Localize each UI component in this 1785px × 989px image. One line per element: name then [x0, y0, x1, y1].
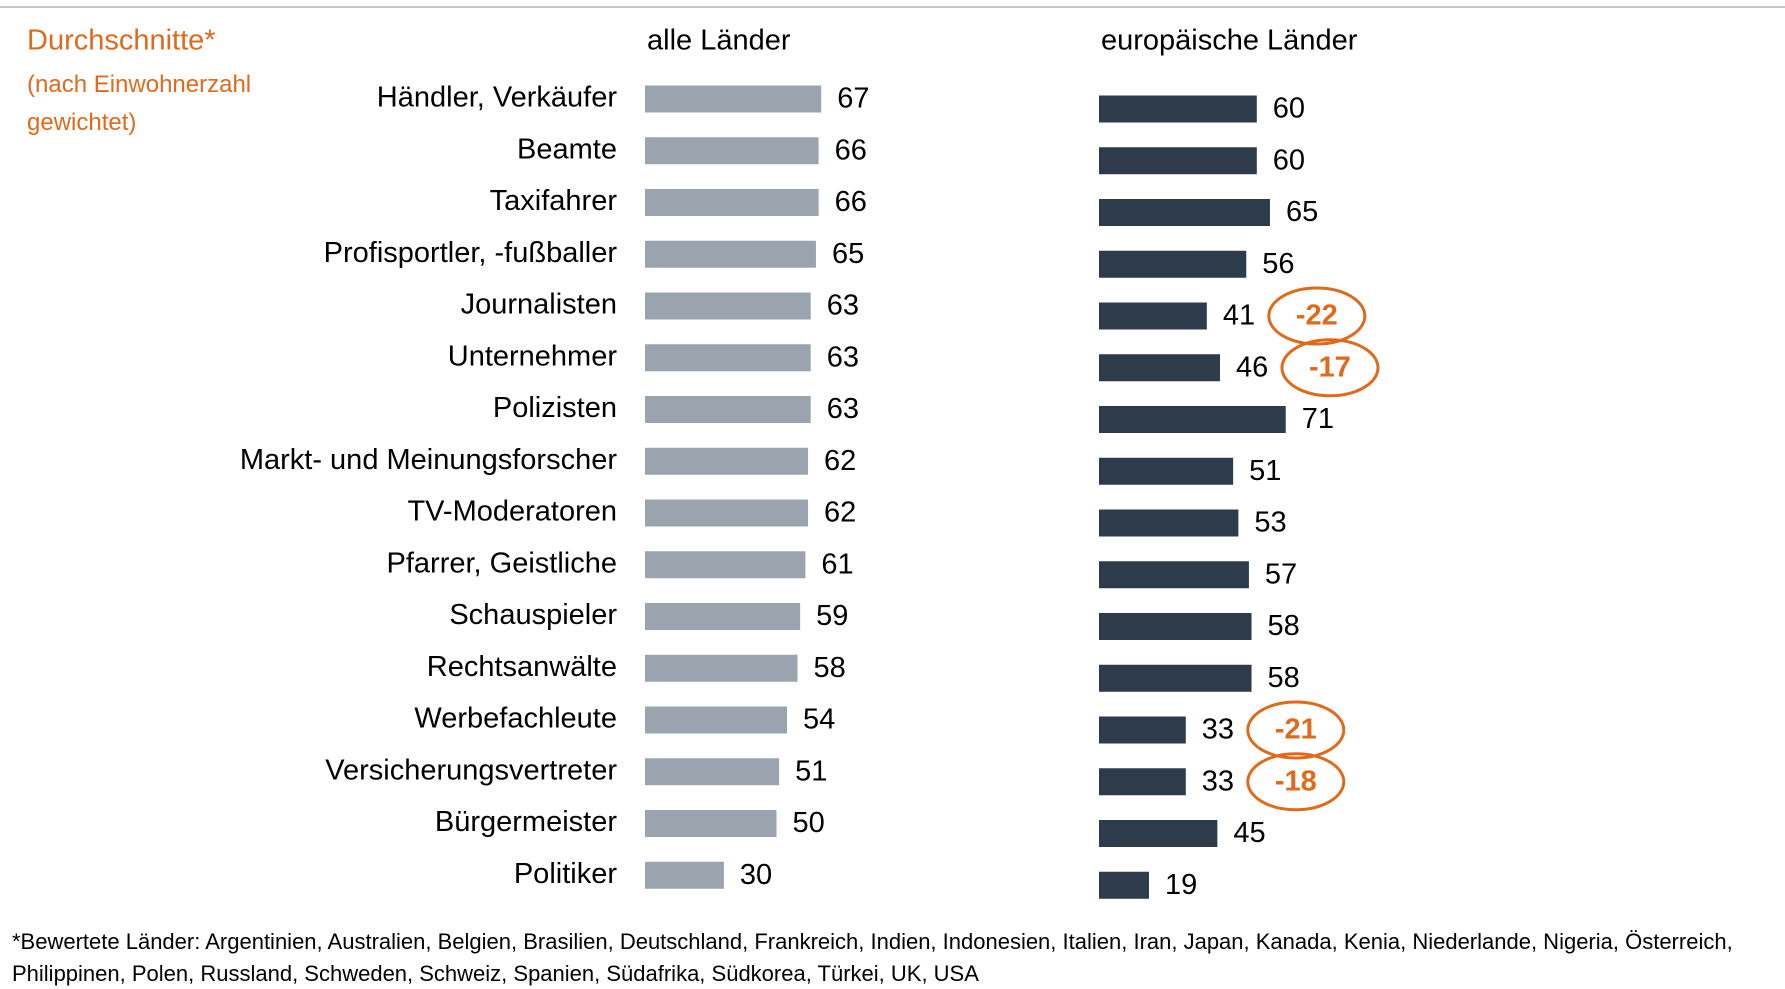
- bar: [1099, 406, 1286, 433]
- value-label: 58: [814, 652, 846, 684]
- bar: [1099, 302, 1207, 330]
- bar: [645, 706, 788, 734]
- bar: [1099, 613, 1252, 640]
- bar: [645, 861, 724, 889]
- annotation-label: -18: [1275, 765, 1317, 797]
- annotation-label: -21: [1275, 714, 1317, 746]
- value-label: 63: [827, 290, 859, 322]
- value-label: 65: [832, 238, 864, 270]
- bar: [645, 189, 819, 216]
- bar: [645, 758, 780, 786]
- chart-title: Durchschnitte*: [27, 25, 216, 57]
- footnote: *Bewertete Länder: Argentinien, Australi…: [12, 929, 1733, 986]
- value-label: 33: [1202, 714, 1234, 746]
- value-label: 66: [835, 186, 867, 218]
- category-label: Profisportler, -fußballer: [324, 237, 618, 269]
- bar: [1099, 820, 1218, 847]
- bar: [645, 344, 811, 372]
- bar: [1099, 561, 1249, 589]
- category-label: Polizisten: [493, 392, 617, 424]
- series-header: alle Länder: [647, 25, 791, 57]
- value-label: 46: [1236, 351, 1268, 383]
- value-label: 58: [1268, 610, 1300, 642]
- bar: [645, 447, 809, 475]
- value-label: 66: [835, 134, 867, 166]
- bar: [645, 396, 811, 423]
- annotation-circle: [1267, 286, 1367, 346]
- bar: [645, 85, 822, 113]
- bar: [1099, 147, 1257, 175]
- value-label: 63: [827, 341, 859, 373]
- value-label: 30: [740, 859, 772, 891]
- value-label: 62: [824, 445, 856, 477]
- value-label: 59: [816, 600, 848, 632]
- subtitle: (nach Einwohnerzahl gewichtet): [27, 71, 252, 136]
- value-label: 61: [821, 548, 853, 580]
- annotation-label: -17: [1309, 351, 1351, 383]
- value-label: 57: [1265, 558, 1297, 590]
- category-label: Bürgermeister: [435, 806, 617, 838]
- category-label: Markt- und Meinungsforscher: [240, 444, 617, 476]
- value-label: 45: [1233, 817, 1265, 849]
- category-label: Beamte: [517, 133, 617, 165]
- category-label: Schauspieler: [449, 599, 617, 631]
- value-label: 62: [824, 497, 856, 529]
- category-label: Rechtsanwälte: [427, 651, 617, 683]
- annotation-circle: [1246, 700, 1346, 760]
- value-label: 58: [1268, 662, 1300, 694]
- bar: [645, 551, 806, 579]
- category-label: Unternehmer: [448, 340, 618, 372]
- category-label: Versicherungsvertreter: [325, 754, 617, 786]
- bar: [1099, 871, 1149, 899]
- value-label: 71: [1302, 403, 1334, 435]
- bar: [1099, 457, 1234, 485]
- value-label: 60: [1273, 93, 1305, 125]
- value-label: 51: [795, 755, 827, 787]
- bar: [1099, 354, 1220, 382]
- value-label: 54: [803, 704, 835, 736]
- value-label: 33: [1202, 765, 1234, 797]
- bar: [645, 654, 798, 682]
- category-label: Pfarrer, Geistliche: [387, 547, 617, 579]
- value-label: 53: [1254, 507, 1286, 539]
- bar: [645, 240, 816, 268]
- value-label: 41: [1223, 300, 1255, 332]
- bar: [645, 810, 777, 837]
- value-label: 19: [1165, 869, 1197, 901]
- bar: [645, 603, 801, 630]
- bar: [645, 137, 819, 165]
- value-label: 65: [1286, 196, 1318, 228]
- series-header: europäische Länder: [1101, 25, 1358, 57]
- bar: [1099, 199, 1270, 226]
- category-label: Werbefachleute: [414, 703, 617, 735]
- bar: [645, 499, 809, 527]
- category-label: Politiker: [514, 858, 617, 890]
- value-label: 56: [1262, 248, 1294, 280]
- value-label: 51: [1249, 455, 1281, 487]
- annotation-label: -22: [1296, 300, 1338, 332]
- annotation-circle: [1280, 338, 1380, 398]
- category-label: Journalisten: [461, 289, 617, 321]
- bar: [1099, 95, 1257, 123]
- value-label: 60: [1273, 144, 1305, 176]
- bar: [1099, 768, 1186, 796]
- category-label: TV-Moderatoren: [407, 496, 617, 528]
- bar: [1099, 716, 1186, 744]
- bar: [645, 292, 811, 320]
- value-label: 63: [827, 393, 859, 425]
- value-label: 67: [837, 83, 869, 115]
- bar: [1099, 664, 1252, 692]
- category-label: Taxifahrer: [490, 185, 618, 217]
- bar: [1099, 250, 1247, 278]
- annotation-circle: [1246, 752, 1346, 812]
- category-label: Händler, Verkäufer: [377, 82, 618, 114]
- bar: [1099, 509, 1239, 537]
- value-label: 50: [793, 807, 825, 839]
